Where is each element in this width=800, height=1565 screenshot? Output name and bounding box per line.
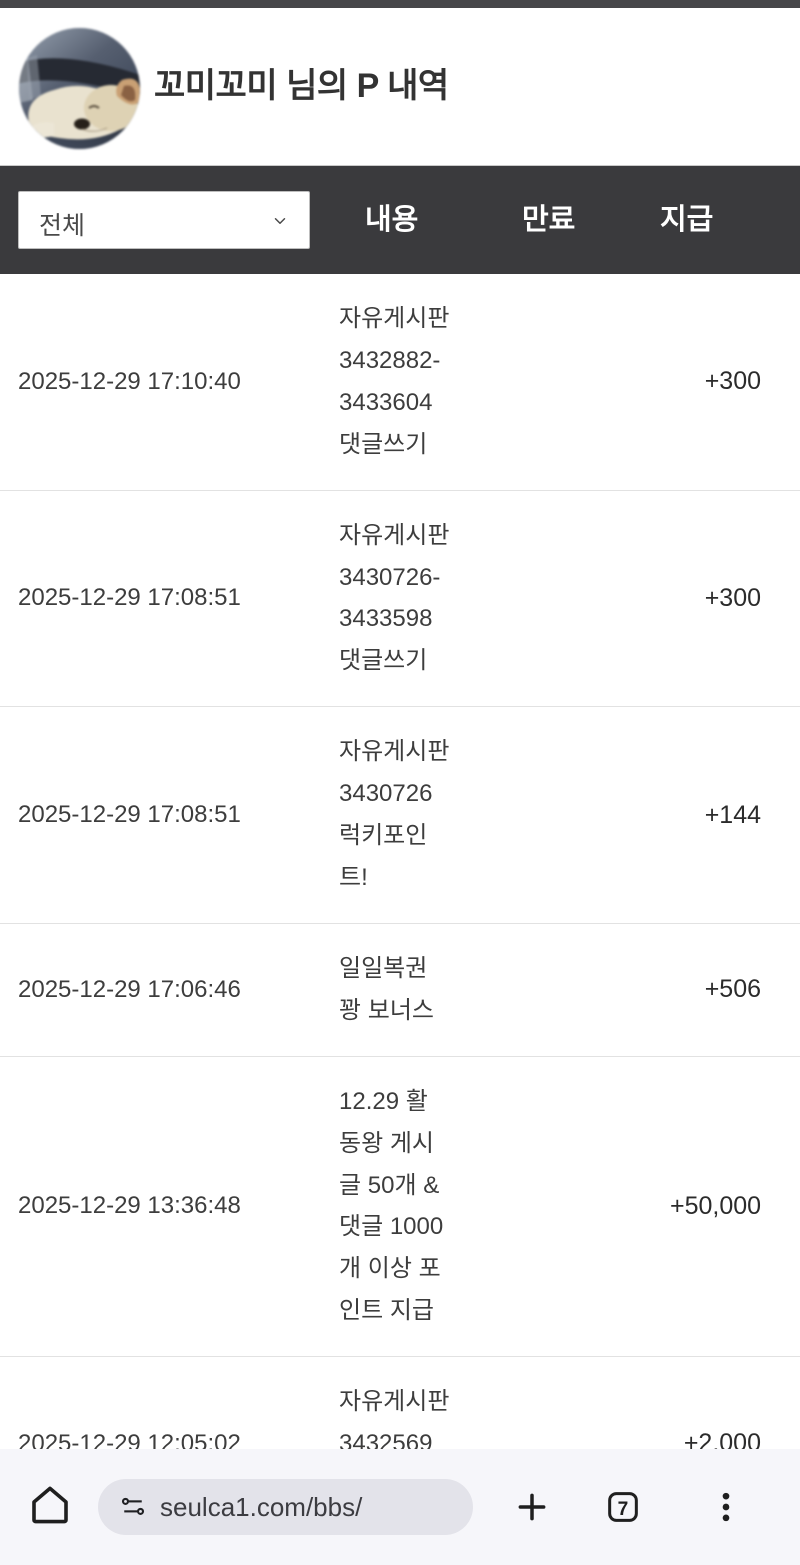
svg-text:7: 7: [618, 1499, 629, 1520]
